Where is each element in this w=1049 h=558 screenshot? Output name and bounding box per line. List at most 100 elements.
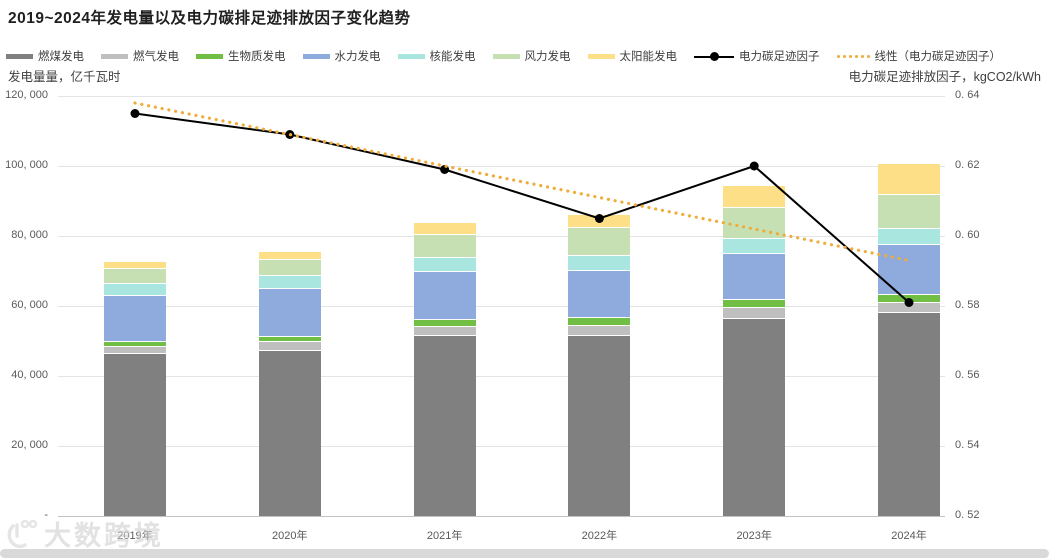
x-axis-category-label: 2019年 [117, 530, 153, 542]
legend-dotted-line-icon [836, 54, 870, 58]
bar-segment-水力发电-2019年[interactable] [104, 295, 166, 341]
bar-segment-燃气发电-2020年[interactable] [258, 341, 321, 351]
bar-segment-太阳能发电-2023年[interactable] [723, 185, 786, 208]
right-axis-tick-label: 0. 64 [955, 89, 980, 101]
bar-segment-风力发电-2019年[interactable] [104, 267, 166, 283]
bar-segment-水力发电-2023年[interactable] [723, 252, 786, 299]
bar-segment-水力发电-2021年[interactable] [413, 271, 476, 319]
legend-item-7[interactable]: 电力碳足迹因子 [694, 48, 820, 64]
gridline [58, 445, 945, 447]
x-axis-category-label: 2021年 [426, 530, 463, 542]
x-axis-category-label: 2024年 [891, 530, 927, 542]
linear-trend-line [133, 101, 911, 263]
legend-swatch-icon [101, 53, 128, 59]
bar-segment-核能发电-2020年[interactable] [258, 275, 321, 288]
gridline [58, 165, 945, 167]
line-data-point[interactable] [130, 109, 140, 118]
bar-segment-风力发电-2021年[interactable] [413, 233, 476, 257]
bar-segment-太阳能发电-2021年[interactable] [413, 222, 476, 234]
bar-segment-核能发电-2021年[interactable] [413, 257, 476, 272]
legend-item-1[interactable]: 燃气发电 [101, 48, 179, 64]
horizontal-scrollbar[interactable] [0, 549, 1049, 558]
bar-segment-太阳能发电-2024年[interactable] [878, 162, 940, 194]
right-axis-unit-label: 电力碳足迹排放因子，kgCO2/kWh [848, 70, 1041, 84]
bar-segment-核能发电-2023年[interactable] [723, 237, 786, 253]
legend-item-8[interactable]: 线性（电力碳足迹因子） [836, 48, 1002, 64]
bar-segment-生物质发电-2021年[interactable] [413, 318, 476, 326]
bar-segment-燃煤发电-2019年[interactable] [104, 352, 166, 516]
bar-segment-燃气发电-2019年[interactable] [104, 345, 166, 353]
legend-swatch-icon [492, 53, 520, 59]
x-axis-category-label: 2020年 [272, 530, 308, 542]
legend-label: 太阳能发电 [619, 51, 678, 63]
bar-segment-核能发电-2024年[interactable] [878, 227, 940, 245]
line-data-point[interactable] [285, 130, 295, 139]
bar-segment-生物质发电-2023年[interactable] [723, 298, 786, 308]
bar-segment-风力发电-2024年[interactable] [878, 194, 940, 228]
bar-segment-燃气发电-2023年[interactable] [723, 307, 786, 318]
chart-title: 2019~2024年发电量以及电力碳排足迹排放因子变化趋势 [8, 10, 411, 27]
gridline [58, 375, 945, 377]
right-axis-tick-label: 0. 60 [955, 229, 980, 241]
right-axis-tick-label: 0. 58 [955, 299, 980, 311]
left-axis-tick-label: 80, 000 [11, 229, 48, 241]
bar-segment-水力发电-2020年[interactable] [258, 287, 321, 336]
bar-segment-生物质发电-2024年[interactable] [878, 293, 940, 303]
legend-swatch-icon [6, 53, 33, 59]
legend-item-6[interactable]: 太阳能发电 [587, 48, 678, 64]
legend-item-2[interactable]: 生物质发电 [196, 48, 286, 64]
legend-label: 生物质发电 [228, 51, 286, 63]
right-axis-tick-label: 0. 52 [955, 509, 980, 521]
bar-segment-风力发电-2023年[interactable] [723, 207, 786, 238]
bar-segment-风力发电-2020年[interactable] [258, 259, 321, 276]
legend-item-0[interactable]: 燃煤发电 [6, 48, 84, 64]
bar-segment-水力发电-2022年[interactable] [568, 270, 631, 318]
left-axis-unit-label: 发电量量，亿千瓦时 [8, 70, 121, 84]
bar-segment-燃气发电-2021年[interactable] [413, 325, 476, 336]
legend-label: 核能发电 [429, 51, 476, 63]
legend-label: 线性（电力碳足迹因子） [874, 51, 1002, 63]
bar-segment-燃煤发电-2023年[interactable] [723, 317, 786, 516]
bar-segment-燃煤发电-2022年[interactable] [568, 335, 631, 516]
legend-swatch-icon [196, 53, 223, 59]
left-axis-tick-label: 120, 000 [5, 89, 48, 101]
left-axis-tick-label: 100, 000 [5, 159, 48, 171]
bar-segment-生物质发电-2022年[interactable] [568, 317, 631, 326]
bar-segment-太阳能发电-2022年[interactable] [568, 213, 631, 227]
legend-item-5[interactable]: 风力发电 [492, 48, 571, 64]
bar-segment-燃煤发电-2024年[interactable] [878, 311, 940, 516]
left-axis-tick-label: - [44, 509, 48, 521]
left-axis-tick-label: 60, 000 [11, 299, 48, 311]
bar-segment-燃煤发电-2021年[interactable] [413, 335, 476, 516]
bar-segment-太阳能发电-2019年[interactable] [104, 260, 166, 268]
bar-segment-核能发电-2019年[interactable] [104, 282, 166, 296]
right-axis-tick-label: 0. 56 [955, 369, 980, 381]
right-axis-tick-label: 0. 54 [955, 439, 980, 451]
bar-segment-太阳能发电-2020年[interactable] [258, 250, 321, 260]
left-axis-tick-label: 40, 000 [11, 369, 48, 381]
legend-item-4[interactable]: 核能发电 [397, 48, 476, 64]
bar-segment-燃气发电-2022年[interactable] [568, 325, 631, 336]
bar-segment-风力发电-2022年[interactable] [568, 226, 631, 255]
legend-label: 电力碳足迹因子 [739, 51, 820, 63]
bar-segment-燃气发电-2024年[interactable] [878, 302, 940, 312]
gridline [58, 235, 945, 237]
legend-swatch-icon [587, 53, 615, 59]
legend-label: 燃煤发电 [38, 51, 84, 63]
bar-segment-水力发电-2024年[interactable] [878, 244, 940, 294]
x-axis-category-label: 2023年 [736, 530, 772, 542]
bar-segment-核能发电-2022年[interactable] [568, 254, 631, 271]
legend-item-3[interactable]: 水力发电 [302, 48, 381, 64]
bar-segment-生物质发电-2020年[interactable] [258, 335, 321, 341]
legend-line-marker-icon [694, 51, 734, 61]
right-axis-tick-label: 0. 62 [955, 159, 980, 171]
bar-segment-生物质发电-2019年[interactable] [104, 340, 166, 346]
left-axis-tick-label: 20, 000 [11, 439, 48, 451]
x-axis-category-label: 2022年 [581, 530, 618, 542]
x-axis-baseline [58, 515, 945, 517]
bar-segment-燃煤发电-2020年[interactable] [258, 350, 321, 516]
legend-label: 燃气发电 [133, 51, 179, 63]
legend-swatch-icon [302, 53, 330, 59]
carbon-footprint-factor-line [134, 112, 910, 304]
legend-label: 风力发电 [524, 51, 571, 63]
